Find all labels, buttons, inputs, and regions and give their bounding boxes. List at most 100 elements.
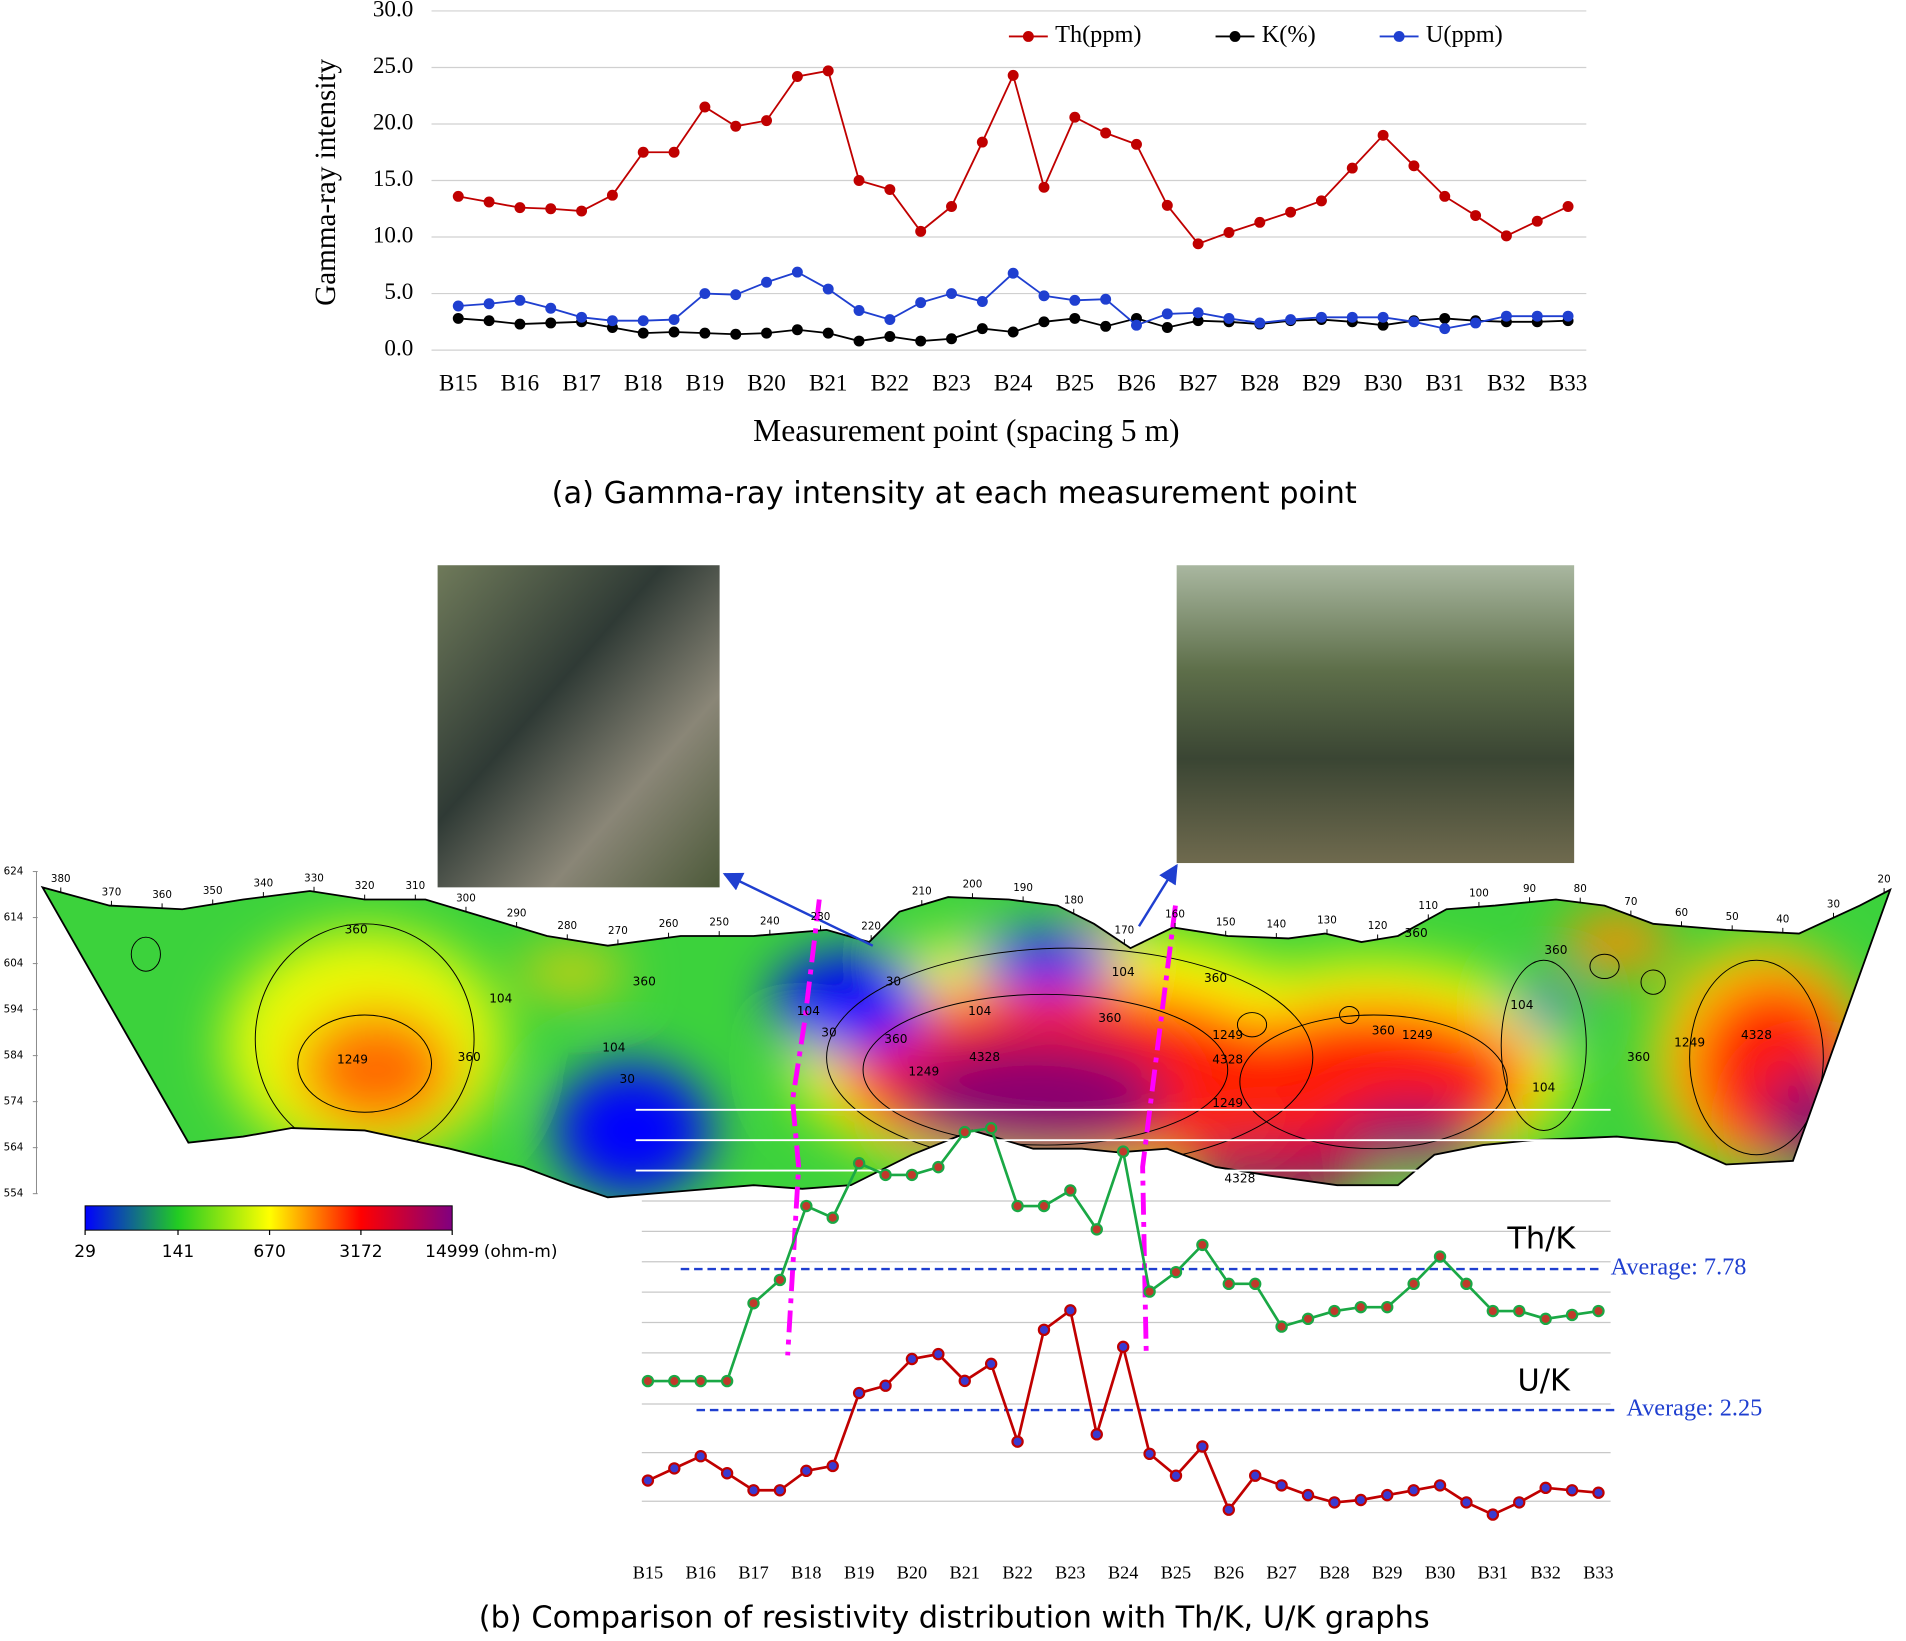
y-tick-label: 10.0 bbox=[373, 221, 413, 247]
photo bbox=[437, 565, 720, 888]
series-label: Th/K bbox=[1506, 1221, 1576, 1256]
x-tick-label: B21 bbox=[950, 1562, 980, 1582]
x-tick-label: B16 bbox=[686, 1562, 716, 1582]
data-point bbox=[668, 314, 680, 326]
x-tick-label: 360 bbox=[152, 889, 172, 901]
data-point bbox=[1100, 293, 1112, 305]
x-tick-label: 60 bbox=[1675, 907, 1688, 919]
data-point bbox=[483, 315, 495, 327]
data-point bbox=[747, 1297, 760, 1310]
data-point bbox=[637, 327, 649, 339]
data-point bbox=[1222, 1277, 1235, 1291]
data-point bbox=[1565, 1484, 1579, 1497]
x-tick-label: B28 bbox=[1241, 370, 1279, 396]
x-tick-label: 240 bbox=[760, 915, 780, 927]
x-tick-label: B33 bbox=[1549, 370, 1587, 396]
x-tick-label: 330 bbox=[304, 872, 324, 884]
x-tick-label: 70 bbox=[1624, 896, 1637, 908]
average-label: Average: 2.25 bbox=[1626, 1395, 1762, 1422]
data-point bbox=[1377, 319, 1389, 331]
x-tick-label: B31 bbox=[1426, 370, 1464, 396]
colorbar-label: 3172 bbox=[339, 1242, 382, 1262]
data-point bbox=[773, 1273, 787, 1287]
data-point bbox=[1069, 111, 1081, 123]
x-tick-label: 230 bbox=[811, 911, 831, 923]
contour-label: 30 bbox=[620, 1072, 635, 1086]
legend-marker bbox=[1229, 30, 1241, 42]
x-tick-label: 210 bbox=[912, 886, 932, 898]
data-point bbox=[1531, 310, 1543, 322]
data-point bbox=[1249, 1277, 1262, 1291]
data-point bbox=[946, 288, 957, 300]
data-point bbox=[1354, 1300, 1368, 1314]
contour-label: 360 bbox=[1372, 1023, 1395, 1037]
data-point bbox=[884, 184, 896, 196]
data-point bbox=[773, 1484, 787, 1497]
data-point bbox=[1169, 1469, 1183, 1482]
data-point bbox=[1064, 1304, 1077, 1317]
x-tick-label: 320 bbox=[355, 880, 375, 892]
contour-label: 4328 bbox=[1212, 1052, 1243, 1066]
data-point bbox=[576, 311, 588, 323]
data-point bbox=[1069, 312, 1081, 324]
x-tick-label: B15 bbox=[633, 1562, 663, 1582]
colorbar-label: 670 bbox=[253, 1242, 285, 1262]
x-tick-label: B24 bbox=[994, 370, 1033, 396]
x-tick-label: B30 bbox=[1425, 1562, 1455, 1582]
x-tick-label: B25 bbox=[1161, 1562, 1191, 1582]
data-point bbox=[1433, 1250, 1447, 1263]
data-point bbox=[800, 1464, 813, 1478]
data-point bbox=[800, 1199, 813, 1213]
data-point bbox=[1007, 326, 1019, 338]
x-tick-label: 170 bbox=[1115, 925, 1135, 937]
x-tick-label: B32 bbox=[1530, 1562, 1560, 1582]
x-tick-label: 270 bbox=[608, 925, 628, 937]
x-axis-title: Measurement point (spacing 5 m) bbox=[753, 413, 1179, 448]
legend-label: K(%) bbox=[1262, 21, 1316, 48]
x-tick-label: 20 bbox=[1878, 874, 1891, 886]
x-tick-label: 370 bbox=[102, 886, 122, 898]
contour-label: 360 bbox=[1098, 1011, 1121, 1025]
contour-label: 1249 bbox=[1674, 1035, 1705, 1049]
data-point bbox=[668, 146, 680, 158]
data-point bbox=[1285, 206, 1297, 218]
data-point bbox=[545, 317, 557, 329]
contour-label: 104 bbox=[968, 1004, 991, 1018]
contour-label: 104 bbox=[1532, 1080, 1555, 1094]
data-point bbox=[641, 1474, 655, 1487]
data-point bbox=[958, 1374, 971, 1388]
legend-marker bbox=[1393, 30, 1405, 42]
data-point bbox=[1038, 316, 1050, 328]
fault-line bbox=[785, 899, 1178, 1356]
data-point bbox=[1275, 1320, 1288, 1333]
data-point bbox=[730, 328, 742, 340]
data-point bbox=[452, 312, 464, 324]
x-tick-label: 130 bbox=[1317, 915, 1337, 927]
data-point bbox=[1192, 238, 1204, 250]
contour-label: 1249 bbox=[1212, 1028, 1243, 1042]
x-tick-label: B27 bbox=[1179, 370, 1217, 396]
data-point bbox=[1254, 317, 1266, 329]
data-point bbox=[1539, 1312, 1552, 1326]
data-point bbox=[1064, 1184, 1077, 1197]
x-tick-label: 100 bbox=[1469, 887, 1489, 899]
data-point bbox=[730, 289, 742, 301]
data-point bbox=[1038, 181, 1050, 193]
data-point bbox=[1143, 1447, 1156, 1461]
data-point bbox=[1381, 1488, 1394, 1502]
data-point bbox=[1408, 160, 1420, 172]
data-point bbox=[720, 1374, 734, 1388]
legend-marker bbox=[1022, 30, 1034, 42]
contour-label: 1249 bbox=[908, 1065, 939, 1079]
data-point bbox=[1407, 1484, 1420, 1497]
data-point bbox=[1192, 315, 1204, 327]
x-tick-label: 260 bbox=[659, 918, 679, 930]
x-tick-label: 80 bbox=[1574, 883, 1587, 895]
contour-label: 360 bbox=[1405, 926, 1428, 940]
data-point bbox=[1486, 1304, 1500, 1318]
contour-label: 104 bbox=[489, 992, 512, 1006]
data-point bbox=[1346, 162, 1358, 174]
data-point bbox=[852, 1386, 866, 1400]
x-tick-label: B28 bbox=[1319, 1562, 1349, 1582]
data-point bbox=[1143, 1285, 1156, 1298]
